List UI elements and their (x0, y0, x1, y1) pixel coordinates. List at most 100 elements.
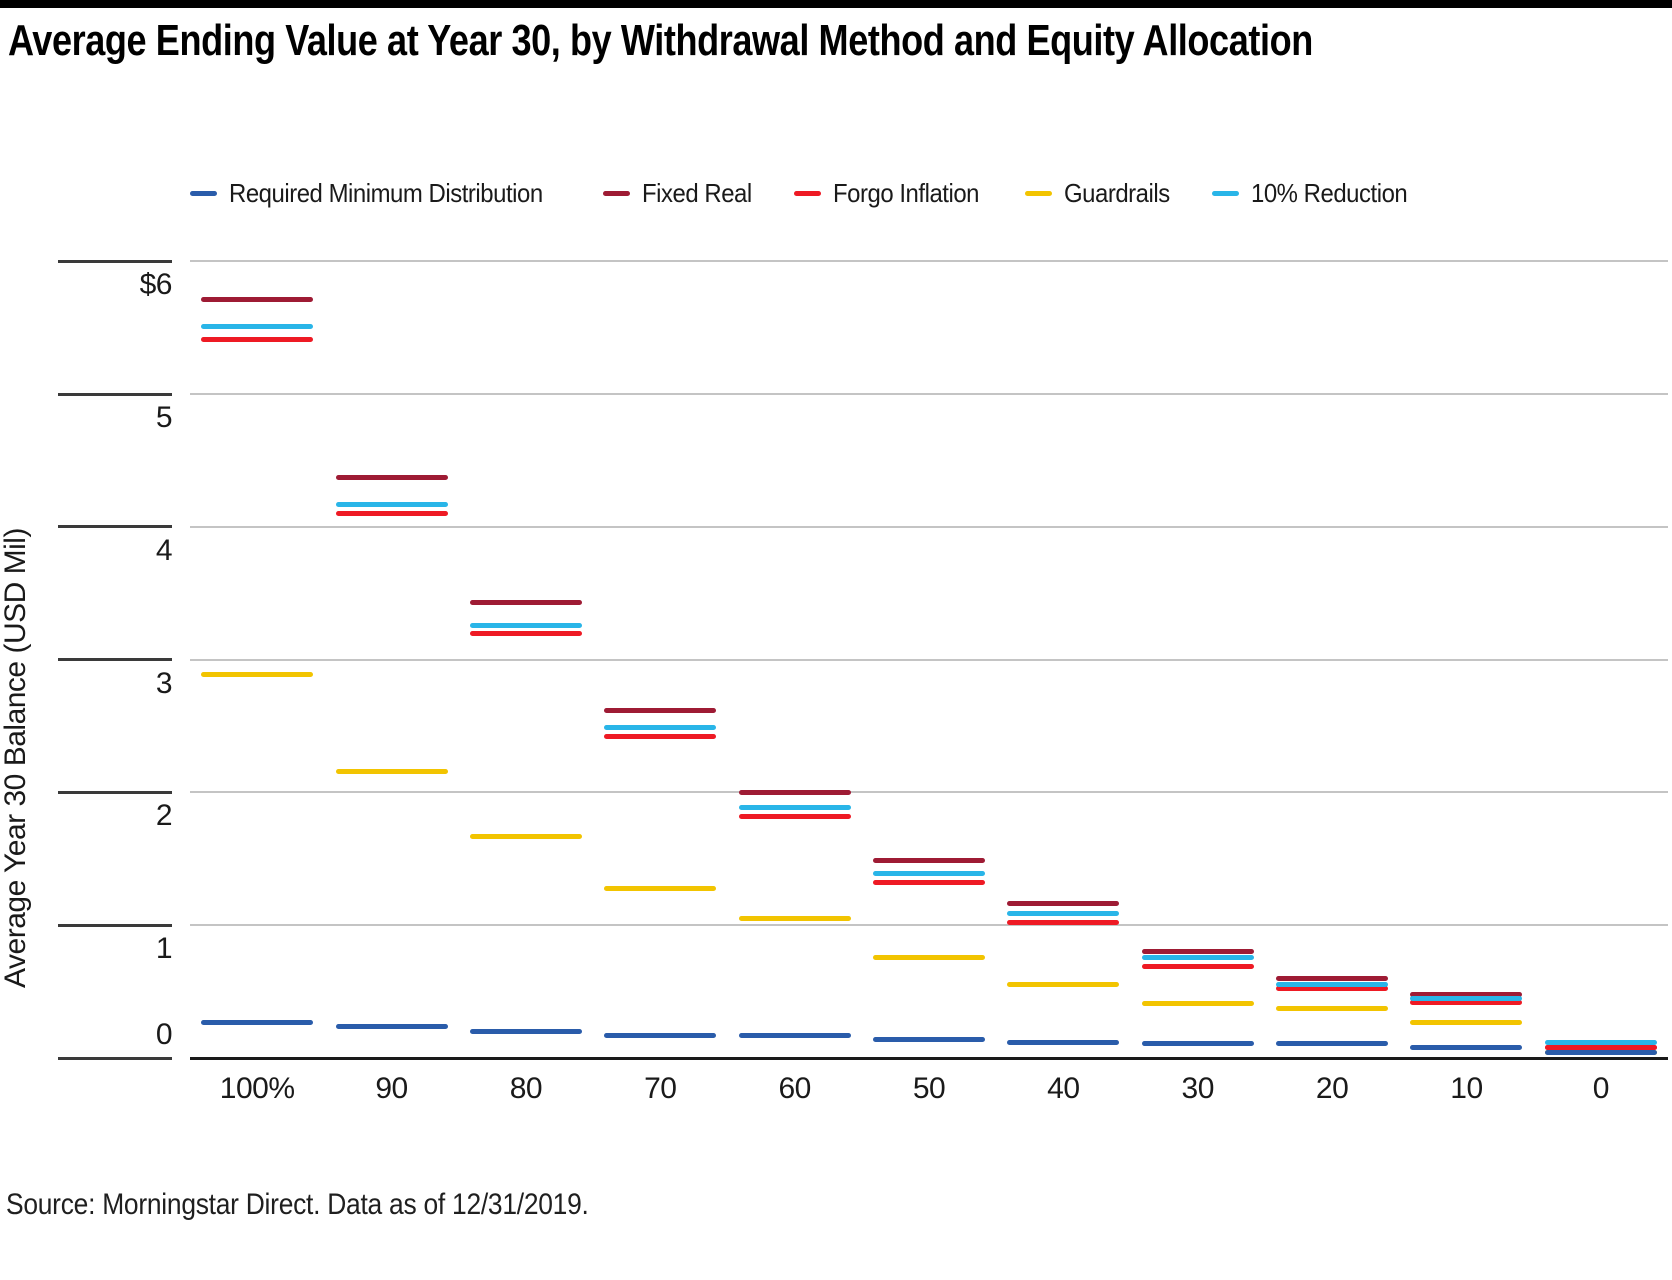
series-marker (738, 813, 851, 819)
series-marker (201, 323, 314, 329)
gridline (190, 791, 1668, 794)
gridline (190, 658, 1668, 661)
legend-label: Required Minimum Distribution (229, 177, 543, 208)
series-marker (201, 1019, 314, 1025)
x-tick-label: 20 (1315, 1072, 1349, 1105)
y-axis-tick (58, 392, 172, 396)
series-marker (1276, 975, 1389, 981)
series-marker (335, 511, 448, 517)
x-tick-label: 10 (1450, 1072, 1483, 1105)
series-marker (604, 724, 717, 730)
series-marker (873, 870, 985, 876)
y-tick-label: 4 (155, 533, 173, 567)
series-marker (604, 734, 717, 740)
x-tick-label: 70 (644, 1072, 677, 1105)
series-marker (335, 768, 448, 774)
x-axis-baseline (190, 1056, 1668, 1060)
series-marker (1544, 1039, 1657, 1045)
series-marker (1410, 1019, 1523, 1025)
series-marker (873, 880, 985, 886)
series-marker (1410, 999, 1523, 1005)
legend-swatch (602, 190, 630, 196)
y-tick-label: 0 (155, 1018, 173, 1051)
legend-item: Required Minimum Distribution (190, 178, 570, 209)
series-marker (1141, 1040, 1254, 1046)
series-marker (469, 833, 582, 839)
x-tick-label: 50 (912, 1072, 946, 1105)
series-marker (335, 501, 448, 507)
series-marker (1410, 1044, 1523, 1050)
series-marker (1007, 920, 1120, 926)
series-marker (1410, 995, 1523, 1001)
legend-swatch (1024, 190, 1052, 196)
y-tick-label: $6 (139, 268, 173, 302)
series-marker (1007, 982, 1120, 988)
series-marker (1141, 963, 1254, 969)
series-marker (1007, 901, 1120, 907)
series-marker (1544, 1044, 1657, 1050)
y-axis-tick (58, 923, 172, 927)
series-marker (1141, 1001, 1254, 1007)
source-note: Source: Morningstar Direct. Data as of 1… (6, 1188, 589, 1221)
series-marker (1276, 982, 1389, 988)
y-axis-tick (58, 525, 172, 529)
legend-label: 10% Reduction (1250, 177, 1408, 208)
legend-item: Guardrails (1024, 177, 1179, 209)
x-tick-label: 90 (375, 1072, 408, 1105)
legend-label: Guardrails (1063, 177, 1170, 208)
series-marker (469, 630, 582, 636)
y-tick-label: 1 (155, 932, 173, 966)
x-tick-label: 30 (1181, 1072, 1215, 1105)
y-axis-tick (58, 790, 172, 794)
series-marker (1276, 1040, 1389, 1046)
series-marker (1276, 1006, 1389, 1012)
x-tick-label: 40 (1047, 1072, 1080, 1105)
x-tick-label: 80 (509, 1072, 543, 1105)
series-marker (873, 954, 985, 960)
series-marker (1544, 1050, 1657, 1056)
legend-swatch (1211, 190, 1239, 196)
series-marker (1410, 991, 1523, 997)
y-tick-label: 2 (155, 799, 173, 833)
series-marker (1007, 910, 1120, 916)
top-border-bar (0, 0, 1672, 8)
series-marker (604, 707, 717, 713)
gridline (190, 393, 1668, 395)
y-axis-tick (58, 1056, 172, 1060)
legend-item: Fixed Real (602, 177, 761, 209)
series-marker (1141, 949, 1254, 955)
series-marker (738, 1032, 851, 1038)
x-tick-label: 0 (1592, 1072, 1610, 1105)
series-marker (335, 1023, 448, 1029)
series-marker (604, 885, 717, 891)
series-marker (738, 804, 851, 810)
series-marker (201, 671, 314, 677)
legend-item: 10% Reduction (1211, 177, 1421, 209)
legend-item: Forgo Inflation (794, 178, 992, 209)
legend: Required Minimum Distribution Fixed Real F… (190, 176, 1421, 210)
y-tick-label: 3 (155, 666, 173, 700)
legend-swatch (794, 190, 822, 196)
series-marker (1007, 1039, 1120, 1045)
series-marker (201, 337, 314, 343)
y-axis-tick (58, 259, 172, 263)
gridline (190, 260, 1668, 263)
chart-title: Average Ending Value at Year 30, by With… (8, 16, 1313, 65)
series-marker (873, 857, 985, 863)
legend-swatch (190, 190, 217, 196)
gridline (190, 525, 1668, 528)
x-tick-label: 60 (778, 1072, 811, 1105)
gridline (190, 924, 1668, 927)
legend-label: Forgo Inflation (833, 177, 980, 208)
series-marker (738, 916, 851, 922)
y-tick-label: 5 (155, 401, 173, 434)
legend-label: Fixed Real (641, 177, 752, 208)
y-axis-tick (58, 658, 172, 662)
series-marker (873, 1036, 985, 1042)
series-marker (1141, 954, 1254, 960)
series-marker (469, 1028, 582, 1034)
series-marker (604, 1032, 717, 1038)
series-marker (469, 622, 582, 628)
